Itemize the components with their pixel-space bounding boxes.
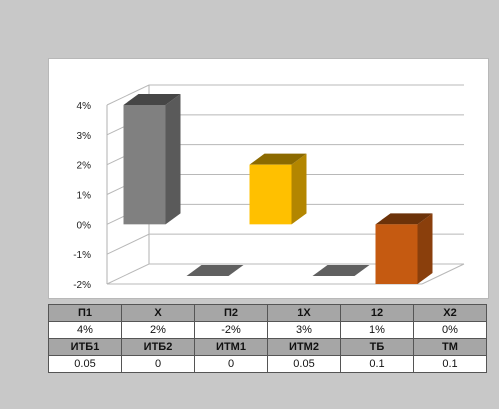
table-header-cell: ИТБ1	[48, 338, 122, 356]
bar	[123, 105, 166, 225]
bar-zero-slab	[312, 265, 370, 276]
bar-top	[123, 94, 181, 105]
bar	[249, 164, 292, 225]
y-tick-label: 3%	[77, 131, 92, 142]
table-value-cell: 1%	[340, 321, 414, 339]
bar-chart: 4% 3% 2% 1% 0% -1% -2%	[73, 84, 465, 291]
table-header-cell: Х	[121, 304, 195, 322]
gridline	[106, 233, 464, 255]
bar-zero-slab	[186, 265, 244, 276]
table-header-cell: ИТМ1	[194, 338, 268, 356]
table-header-cell: 1Х	[267, 304, 341, 322]
y-tick-label: 4%	[77, 101, 92, 112]
table-value-cell: 0	[194, 355, 268, 373]
table-header-cell: П1	[48, 304, 122, 322]
stats-table: П1 Х П2 1Х 12 Х2 4% 2% -2% 3% 1% 0% ИТБ1 ИТБ2 ИТМ1 ИТМ2…	[48, 304, 487, 373]
table-value-cell: 0	[121, 355, 195, 373]
table-value-cell: 4%	[48, 321, 122, 339]
table-header-cell: ТБ	[340, 338, 414, 356]
table-header-cell: ИТБ2	[121, 338, 195, 356]
bar-top	[249, 153, 307, 165]
y-tick-label: 2%	[77, 161, 92, 172]
floor-right-edge	[421, 263, 465, 285]
table-value-cell: 0.05	[48, 355, 122, 373]
chart-panel: 4% 3% 2% 1% 0% -1% -2%	[48, 58, 489, 299]
bar-side	[417, 213, 433, 284]
table-header-row: ИТБ1 ИТБ2 ИТМ1 ИТМ2 ТБ ТМ	[48, 338, 487, 356]
table-header-cell: ИТМ2	[267, 338, 341, 356]
bar-top	[375, 213, 433, 225]
gridline	[106, 263, 464, 285]
table-header-cell: Х2	[413, 304, 487, 322]
y-tick-label: 0%	[77, 220, 92, 231]
bar	[375, 224, 418, 284]
table-header-cell: ТМ	[413, 338, 487, 356]
table-value-cell: 0.1	[413, 355, 487, 373]
table-value-cell: 3%	[267, 321, 341, 339]
table-value-cell: 0.05	[267, 355, 341, 373]
table-value-row: 4% 2% -2% 3% 1% 0%	[48, 321, 487, 339]
table-value-row: 0.05 0 0 0.05 0.1 0.1	[48, 355, 487, 373]
table-header-cell: 12	[340, 304, 414, 322]
table-value-cell: 0%	[413, 321, 487, 339]
bar-side	[165, 94, 181, 225]
y-tick-label: -1%	[73, 250, 91, 261]
y-tick-label: 1%	[77, 191, 92, 202]
gridline	[106, 84, 464, 106]
table-value-cell: -2%	[194, 321, 268, 339]
table-header-row: П1 Х П2 1Х 12 Х2	[48, 304, 487, 322]
table-value-cell: 0.1	[340, 355, 414, 373]
table-header-cell: П2	[194, 304, 268, 322]
y-tick-label: -2%	[73, 280, 91, 291]
table-value-cell: 2%	[121, 321, 195, 339]
bar-side	[291, 153, 307, 225]
